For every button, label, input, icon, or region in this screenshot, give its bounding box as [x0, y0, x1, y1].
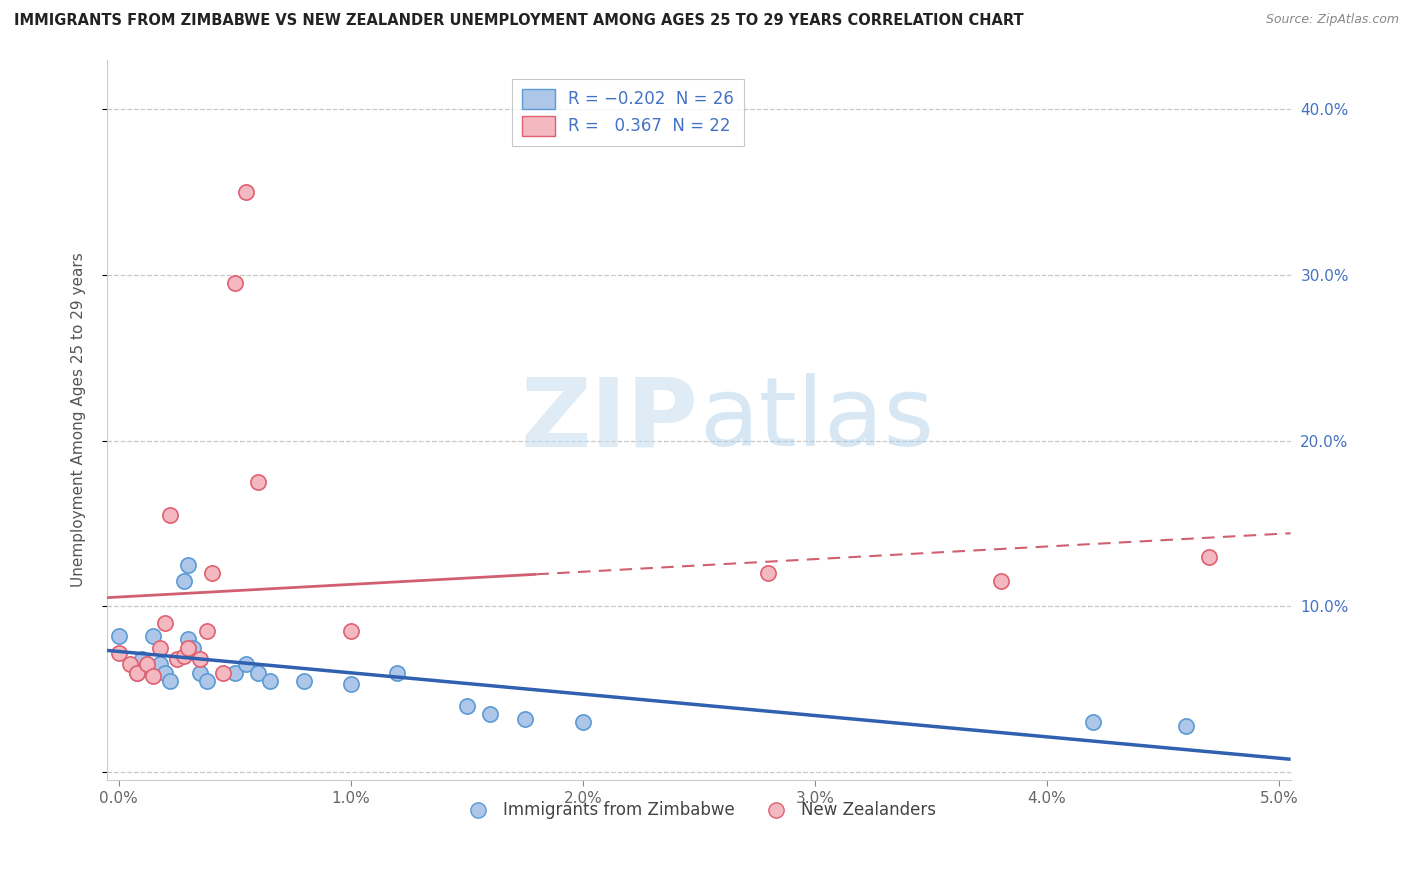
Point: [235, 185, 257, 199]
Text: atlas: atlas: [699, 374, 934, 467]
Point: [339, 677, 361, 691]
Point: [173, 648, 195, 663]
Point: [1175, 718, 1198, 732]
Point: [188, 665, 211, 680]
Point: [149, 640, 172, 655]
Point: [235, 657, 257, 672]
Point: [120, 657, 142, 672]
Point: [188, 652, 211, 666]
Y-axis label: Unemployment Among Ages 25 to 29 years: Unemployment Among Ages 25 to 29 years: [72, 252, 86, 587]
Point: [177, 558, 200, 572]
Point: [339, 624, 361, 639]
Point: [1083, 715, 1105, 730]
Point: [224, 665, 246, 680]
Point: [990, 574, 1012, 589]
Point: [513, 712, 536, 726]
Point: [149, 657, 172, 672]
Point: [385, 665, 408, 680]
Point: [200, 566, 222, 581]
Point: [107, 646, 129, 660]
Point: [142, 629, 165, 643]
Point: [159, 508, 181, 523]
Point: [159, 673, 181, 688]
Point: [195, 673, 218, 688]
Text: Source: ZipAtlas.com: Source: ZipAtlas.com: [1265, 13, 1399, 27]
Point: [1198, 549, 1220, 564]
Text: IMMIGRANTS FROM ZIMBABWE VS NEW ZEALANDER UNEMPLOYMENT AMONG AGES 25 TO 29 YEARS: IMMIGRANTS FROM ZIMBABWE VS NEW ZEALANDE…: [14, 13, 1024, 29]
Point: [177, 632, 200, 647]
Point: [107, 629, 129, 643]
Point: [177, 640, 200, 655]
Point: [572, 715, 595, 730]
Point: [153, 615, 176, 630]
Point: [246, 475, 269, 489]
Point: [127, 665, 149, 680]
Point: [478, 706, 501, 721]
Point: [173, 574, 195, 589]
Text: ZIP: ZIP: [522, 374, 699, 467]
Point: [758, 566, 780, 581]
Point: [142, 669, 165, 683]
Point: [127, 665, 149, 680]
Point: [224, 277, 246, 291]
Point: [195, 624, 218, 639]
Legend: Immigrants from Zimbabwe, New Zealanders: Immigrants from Zimbabwe, New Zealanders: [454, 795, 943, 826]
Point: [166, 652, 188, 666]
Point: [292, 673, 315, 688]
Point: [131, 652, 153, 666]
Point: [153, 665, 176, 680]
Point: [246, 665, 269, 680]
Point: [212, 665, 235, 680]
Point: [181, 640, 204, 655]
Point: [456, 698, 478, 713]
Point: [259, 673, 281, 688]
Point: [135, 657, 157, 672]
